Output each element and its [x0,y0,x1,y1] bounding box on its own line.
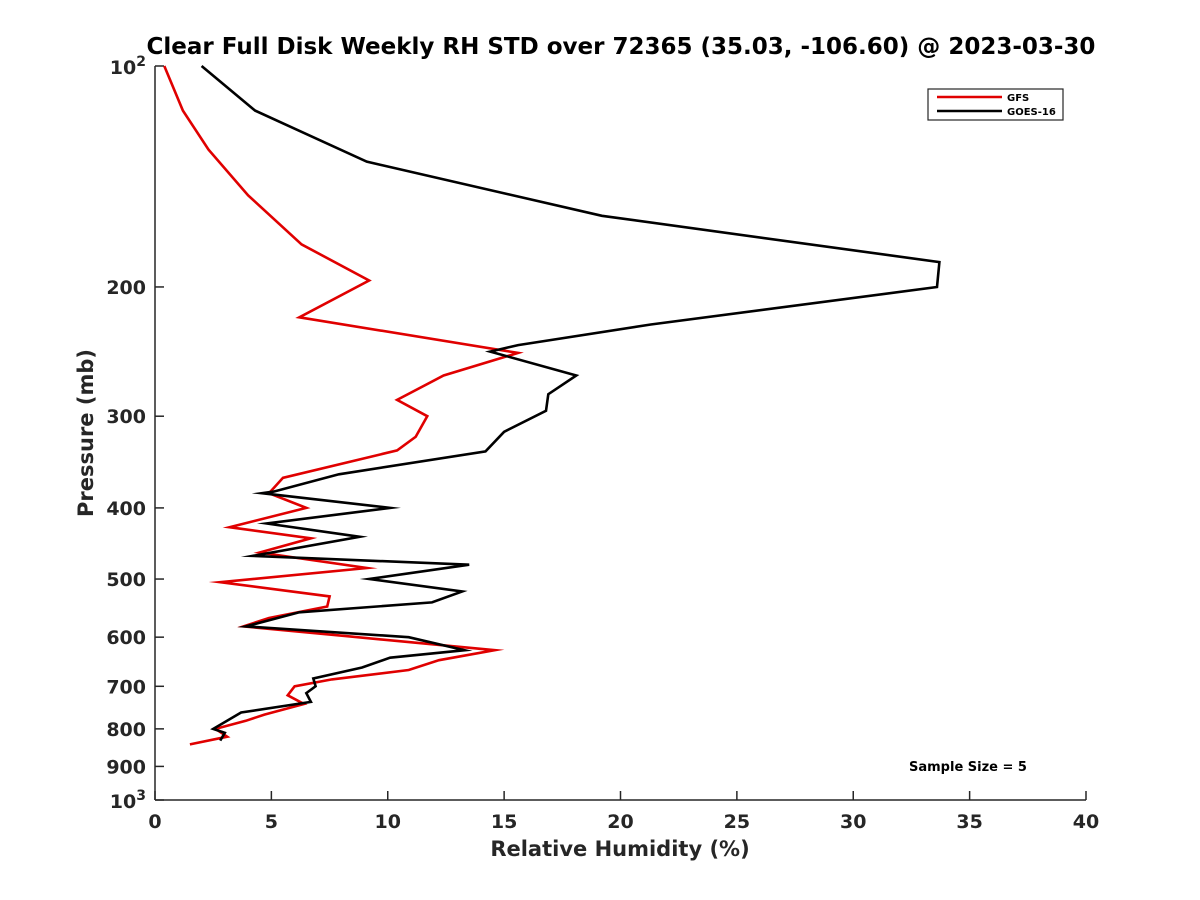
legend-label-goes16: GOES-16 [1007,107,1056,118]
x-tick-label: 35 [956,811,982,833]
y-tick-power-base: 10 [110,57,136,79]
y-tick-label-power: 103 [110,788,146,813]
x-axis-ticks: 0 5 10 15 20 25 30 35 40 [148,791,1099,833]
legend-label-gfs: GFS [1007,93,1029,104]
y-tick-power-base: 10 [110,791,136,813]
x-tick-label: 15 [491,811,517,833]
x-tick-label: 0 [148,811,161,833]
x-tick-label: 10 [375,811,401,833]
y-axis-label: Pressure (mb) [74,349,98,517]
sample-size-note: Sample Size = 5 [909,760,1027,775]
y-tick-label: 200 [106,277,146,299]
legend: GFS GOES-16 [927,88,1064,121]
y-tick-label: 600 [106,627,146,649]
x-tick-label: 5 [265,811,278,833]
x-tick-label: 30 [840,811,866,833]
y-tick-power-exp: 3 [136,788,146,804]
y-tick-label: 500 [106,569,146,591]
series-layer [163,65,941,746]
y-tick-label: 900 [106,756,146,778]
plot-axes [154,66,1086,801]
series-line-goes16 [200,65,941,742]
chart-title: Clear Full Disk Weekly RH STD over 72365… [147,34,1096,60]
y-tick-power-exp: 2 [136,54,146,70]
y-tick-label: 700 [106,676,146,698]
x-tick-label: 25 [724,811,750,833]
y-tick-label: 300 [106,406,146,428]
x-tick-label: 40 [1073,811,1099,833]
legend-box [927,88,1064,121]
y-tick-label: 800 [106,719,146,741]
series-line-gfs [163,65,524,746]
y-tick-label: 400 [106,498,146,520]
x-axis-label: Relative Humidity (%) [490,837,749,861]
x-tick-label: 20 [607,811,633,833]
y-tick-label-power: 102 [110,54,146,79]
